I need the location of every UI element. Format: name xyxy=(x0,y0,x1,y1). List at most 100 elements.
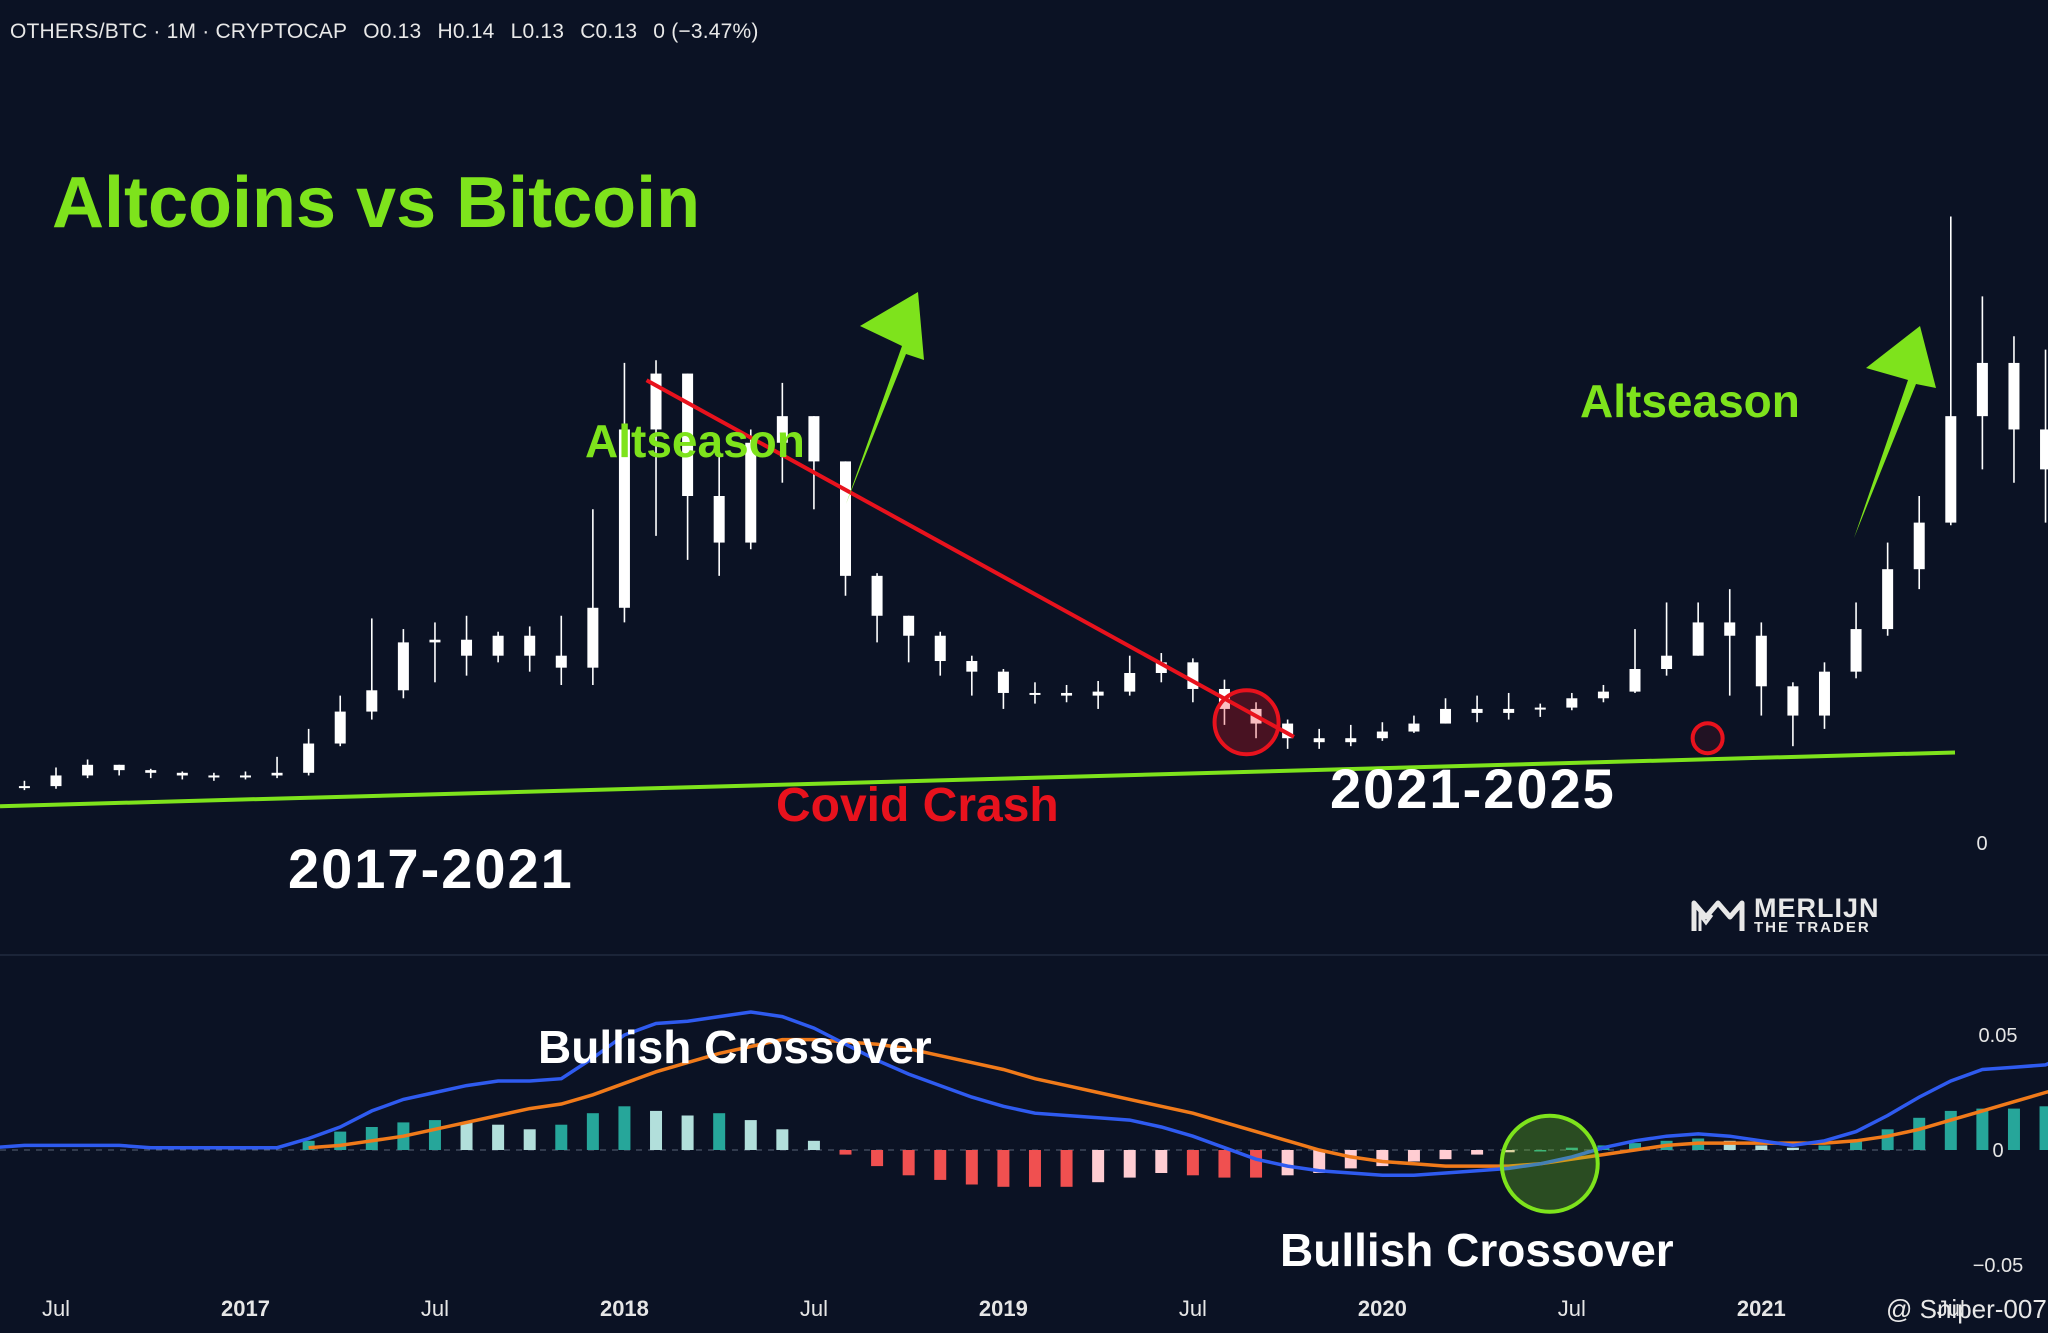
candle-body xyxy=(208,775,220,778)
macd-histogram-bar xyxy=(1471,1150,1484,1155)
altseason-label-1: Altseason xyxy=(585,415,805,467)
trendlines xyxy=(0,378,1956,809)
candle xyxy=(1124,655,1136,696)
candle-body xyxy=(1787,686,1799,716)
candle-body xyxy=(1124,672,1136,692)
candle-body xyxy=(2040,429,2048,470)
candle-body xyxy=(745,442,757,543)
candle-body xyxy=(271,772,283,776)
candle-body xyxy=(492,635,504,656)
macd-histogram-bar xyxy=(713,1113,726,1150)
price-axis-label: 0 xyxy=(1976,833,1987,855)
macd-histogram-bar xyxy=(1439,1150,1452,1160)
candlestick-series xyxy=(18,216,2048,791)
candle xyxy=(1440,698,1452,724)
candle-body xyxy=(2008,362,2020,430)
candle-body xyxy=(682,373,694,496)
candle xyxy=(492,631,504,663)
macd-histogram-bar xyxy=(1723,1140,1736,1150)
candle xyxy=(587,509,599,685)
macd-histogram-bar xyxy=(586,1113,599,1150)
candle xyxy=(934,631,946,676)
candle-body xyxy=(1818,671,1830,716)
macd-histogram-bar xyxy=(1376,1150,1389,1167)
candle-body xyxy=(650,373,662,430)
x-tick-label: Jul xyxy=(1937,1296,1965,1321)
altseason-arrow-2 xyxy=(1854,326,1936,538)
macd-histogram-bar xyxy=(1913,1117,1926,1150)
macd-axis-label: 0 xyxy=(1992,1140,2003,1162)
altseason-label-2: Altseason xyxy=(1580,375,1800,427)
macd-histogram-bar xyxy=(1092,1150,1105,1183)
macd-histogram-bar xyxy=(650,1110,663,1150)
candle-body xyxy=(524,635,536,656)
chart-title: Altcoins vs Bitcoin xyxy=(52,163,701,243)
candle-body xyxy=(1313,738,1325,743)
candle xyxy=(334,695,346,747)
macd-histogram-bar xyxy=(1313,1150,1326,1173)
macd-histogram-bar xyxy=(934,1150,947,1180)
candle-body xyxy=(808,416,820,462)
candle xyxy=(1061,684,1073,703)
macd-histogram-bar xyxy=(365,1127,378,1150)
macd-histogram-bar xyxy=(1786,1147,1799,1150)
candle-body xyxy=(1092,691,1104,696)
candle-body xyxy=(82,764,94,776)
macd-histogram-bar xyxy=(1565,1147,1578,1150)
chart-header: OTHERS/BTC · 1M · CRYPTOCAP O0.13 H0.14 … xyxy=(10,20,769,44)
candle xyxy=(1850,602,1862,679)
candle xyxy=(776,382,788,483)
candle-body xyxy=(618,429,630,608)
candle xyxy=(208,772,220,781)
signal-line xyxy=(308,1037,2048,1168)
candle-body xyxy=(397,642,409,691)
symbol-label[interactable]: OTHERS/BTC · 1M · CRYPTOCAP xyxy=(10,20,348,43)
candle xyxy=(1818,662,1830,729)
candle xyxy=(1976,296,1988,470)
candle-body xyxy=(1408,723,1420,732)
macd-histogram-bar xyxy=(492,1124,505,1150)
candle-body xyxy=(587,607,599,668)
candle xyxy=(650,360,662,536)
candle xyxy=(18,780,30,791)
candle xyxy=(271,756,283,779)
candle xyxy=(1503,692,1515,720)
x-tick-label: 2017 xyxy=(221,1296,270,1321)
candle xyxy=(713,456,725,576)
candle xyxy=(1692,602,1704,656)
candle-body xyxy=(1882,569,1894,630)
breakout-circle-2019 xyxy=(1212,688,1281,757)
x-axis: Jul2017Jul2018Jul2019Jul2020Jul2021Jul20… xyxy=(42,1296,1965,1321)
candle-body xyxy=(1029,692,1041,695)
candle-body xyxy=(145,770,157,773)
candle-body xyxy=(1376,731,1388,739)
candle xyxy=(50,767,62,789)
candle xyxy=(1534,703,1546,717)
candle-body xyxy=(1850,629,1862,672)
candle-body xyxy=(1566,698,1578,708)
candle-body xyxy=(239,775,251,778)
macd-histogram-bar xyxy=(1944,1110,1957,1150)
macd-histogram-bar xyxy=(1186,1150,1199,1176)
macd-histogram-bar xyxy=(902,1150,915,1176)
candle xyxy=(1787,682,1799,747)
candle-body xyxy=(1945,416,1957,523)
candle xyxy=(555,615,567,685)
candle-body xyxy=(1597,691,1609,699)
candle-body xyxy=(50,775,62,787)
macd-histogram-bar xyxy=(1629,1143,1641,1150)
candle-body xyxy=(1503,708,1515,713)
candle xyxy=(2040,349,2048,523)
x-tick-label: 2020 xyxy=(1358,1296,1407,1321)
candle-body xyxy=(840,461,851,576)
macd-histogram-bar xyxy=(2007,1108,2020,1150)
candle xyxy=(1408,715,1420,733)
macd-histogram-bar xyxy=(1123,1150,1136,1178)
macd-histogram-bar xyxy=(1250,1150,1263,1178)
candle-body xyxy=(1471,708,1483,713)
bullish-crossover-label-2: Bullish Crossover xyxy=(1280,1224,1674,1276)
macd-histogram-bar xyxy=(1155,1150,1168,1173)
high-value: H0.14 xyxy=(437,20,495,43)
macd-histogram-bar xyxy=(681,1115,694,1150)
logo-main-text: MERLIJN xyxy=(1754,893,1880,923)
